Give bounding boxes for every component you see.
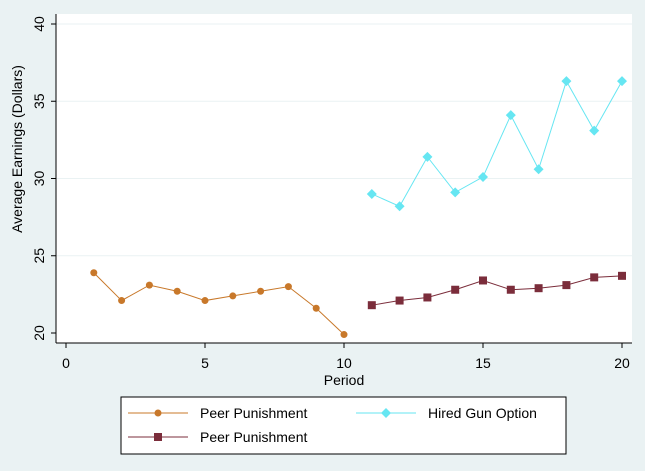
data-point (201, 297, 209, 305)
y-tick-label: 30 (31, 171, 47, 187)
data-point (395, 296, 404, 305)
y-tick-label: 40 (31, 16, 47, 32)
data-point (366, 188, 377, 199)
data-point (506, 285, 515, 294)
data-point (422, 151, 433, 162)
y-axis-title: Average Earnings (Dollars) (9, 65, 25, 233)
data-point (90, 269, 98, 277)
data-point (451, 285, 460, 294)
series-line (371, 275, 623, 306)
data-point (340, 331, 348, 339)
gridlines (56, 23, 632, 257)
legend-item: Peer Punishment (128, 405, 308, 421)
x-tick-label: 20 (614, 355, 630, 371)
data-point (533, 164, 544, 175)
axes: 20 25 30 35 40 0 5 10 15 20 (31, 16, 630, 371)
data-point (617, 76, 627, 87)
data-point (423, 293, 432, 302)
data-point (145, 281, 153, 289)
data-point (118, 297, 126, 305)
data-point (450, 187, 461, 198)
y-tick-label: 25 (31, 248, 47, 264)
y-tick-label: 35 (31, 93, 47, 109)
data-point (367, 301, 376, 310)
data-point (478, 171, 488, 182)
legend-item: Hired Gun Option (356, 405, 537, 421)
legend-label: Hired Gun Option (428, 405, 537, 421)
series-1 (90, 269, 348, 339)
data-point (479, 276, 487, 285)
data-point (618, 271, 626, 280)
series-3 (367, 271, 626, 310)
legend-swatch-marker (381, 408, 391, 418)
x-axis-title: Period (324, 372, 364, 388)
x-tick-label: 10 (336, 355, 352, 371)
data-point (534, 284, 543, 293)
series-line (371, 79, 623, 207)
data-point (590, 273, 599, 282)
data-point (561, 76, 572, 87)
series-line (93, 272, 345, 335)
y-tick-label: 20 (31, 325, 47, 341)
legend-label: Peer Punishment (200, 405, 308, 421)
legend-item: Peer Punishment (128, 429, 308, 445)
x-tick-label: 5 (201, 355, 209, 371)
data-point (257, 287, 265, 295)
legend: Peer Punishment Hired Gun Option Peer Puni… (120, 396, 567, 455)
data-point (562, 281, 571, 290)
data-point (284, 283, 292, 291)
x-tick-label: 15 (475, 355, 491, 371)
data-point (505, 110, 516, 121)
legend-swatch-marker (154, 409, 162, 417)
legend-swatch-marker (154, 433, 162, 441)
data-point (173, 287, 181, 295)
legend-label: Peer Punishment (200, 429, 308, 445)
series-group (90, 76, 627, 339)
data-point (589, 125, 600, 136)
data-point (229, 292, 237, 300)
x-tick-label: 0 (62, 355, 70, 371)
data-point (312, 304, 320, 312)
legend-box (120, 396, 567, 455)
series-2 (366, 76, 627, 212)
data-point (394, 201, 405, 212)
